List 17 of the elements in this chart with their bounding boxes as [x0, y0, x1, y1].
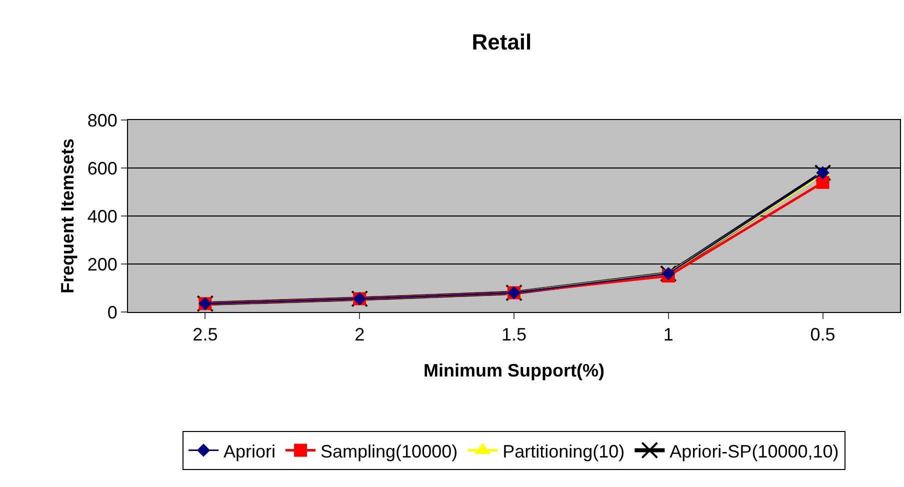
legend-label: Apriori — [224, 441, 276, 462]
chart-title: Retail — [472, 29, 532, 54]
x-tick-label: 1 — [663, 324, 674, 345]
y-tick-label: 600 — [87, 158, 118, 178]
x-tick-label: 2 — [354, 324, 365, 345]
x-tick-label: 0.5 — [810, 324, 836, 345]
legend-label: Apriori-SP(10000,10) — [670, 441, 839, 462]
legend-label: Partitioning(10) — [502, 441, 625, 462]
y-tick-label: 400 — [87, 206, 118, 226]
x-tick-label: 1.5 — [501, 324, 527, 345]
y-tick-label: 800 — [87, 110, 118, 130]
y-tick-label: 0 — [107, 302, 118, 322]
y-tick-label: 200 — [87, 254, 118, 274]
x-axis-title: Minimum Support(%) — [424, 360, 604, 381]
x-tick-label: 2.5 — [192, 324, 218, 345]
y-axis-title: Frequent Itemsets — [58, 138, 78, 294]
legend-label: Sampling(10000) — [320, 441, 458, 462]
